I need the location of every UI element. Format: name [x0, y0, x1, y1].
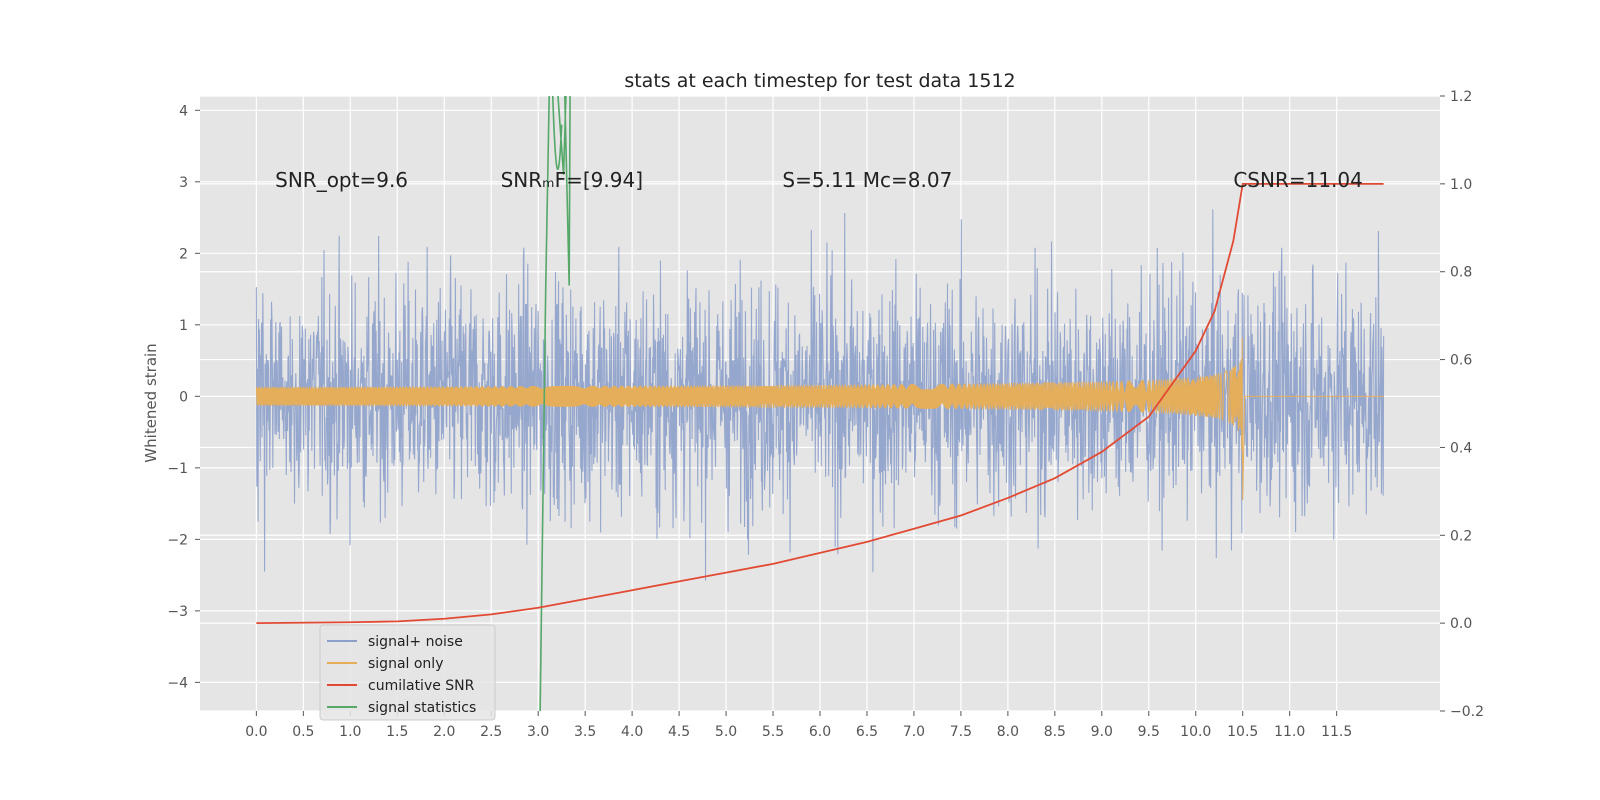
- x-tick-label: 0.5: [292, 724, 314, 740]
- annotation-label: CSNR=11.04: [1233, 168, 1363, 192]
- y-tick-label: 0: [179, 389, 188, 405]
- legend-label: signal statistics: [368, 700, 476, 716]
- x-tick-label: 7.0: [903, 724, 925, 740]
- y2-tick-label: 0.2: [1450, 528, 1472, 544]
- y2-tick-label: 0.6: [1450, 353, 1472, 369]
- x-tick-label: 1.5: [386, 724, 408, 740]
- y2-tick-label: 1.2: [1450, 89, 1472, 105]
- y2-tick-label: 0.8: [1450, 265, 1472, 281]
- legend-label: cumilative SNR: [368, 678, 475, 694]
- series-cumulative-snr: [256, 182, 1384, 625]
- x-tick-label: 1.0: [339, 724, 361, 740]
- x-tick-label: 11.5: [1321, 724, 1352, 740]
- x-tick-label: 6.5: [856, 724, 878, 740]
- legend: signal+ noise signal only cumilative SNR si…: [319, 624, 496, 721]
- y-tick-label: −4: [167, 675, 188, 691]
- x-tick-label: 7.5: [950, 724, 972, 740]
- legend-label: signal+ noise: [368, 634, 463, 650]
- y2-tick-label: 0.4: [1450, 440, 1472, 456]
- annotations: SNR_opt=9.6 SNRₘF=[9.94] S=5.11 Mc=8.07 CSN…: [275, 168, 1363, 192]
- annotation-label: SNR_opt=9.6: [275, 168, 408, 192]
- y-tick-label: 4: [179, 103, 188, 119]
- annotation-label: S=5.11 Mc=8.07: [782, 168, 952, 192]
- chart-title: stats at each timestep for test data 151…: [624, 70, 1015, 92]
- y-axis-label: Whitened strain: [142, 343, 160, 462]
- x-tick-label: 3.0: [527, 724, 549, 740]
- x-tick-label: 2.5: [480, 724, 502, 740]
- y2-tick-label: 0.0: [1450, 616, 1472, 632]
- y-tick-label: −3: [167, 604, 188, 620]
- series-signal-statistics: [539, 96, 571, 711]
- legend-box: [319, 624, 496, 721]
- y2-tick-label: 1.0: [1450, 177, 1472, 193]
- legend-label: signal only: [368, 656, 443, 672]
- x-tick-label: 4.0: [621, 724, 643, 740]
- x-tick-label: 0.0: [245, 724, 267, 740]
- x-tick-label: 8.5: [1044, 724, 1066, 740]
- x-tick-label: 11.0: [1274, 724, 1305, 740]
- series-layer: [255, 96, 1385, 711]
- y-tick-label: 1: [179, 318, 188, 334]
- x-tick-label: 4.5: [668, 724, 690, 740]
- x-tick-label: 10.5: [1227, 724, 1258, 740]
- x-tick-label: 8.0: [997, 724, 1019, 740]
- x-tick-label: 6.0: [809, 724, 831, 740]
- y-tick-label: 2: [179, 246, 188, 262]
- x-tick-label: 5.5: [762, 724, 784, 740]
- x-tick-label: 9.5: [1138, 724, 1160, 740]
- x-tick-label: 3.5: [574, 724, 596, 740]
- annotation-label: SNRₘF=[9.94]: [501, 168, 643, 192]
- y2-tick-label: −0.2: [1450, 704, 1484, 720]
- x-tick-label: 5.0: [715, 724, 737, 740]
- series-signal-noise: [255, 209, 1385, 581]
- ticks: 0.0 0.5 1.0 1.5 2.0 2.5 3.0 3.5 4.0 4.5 5.0 5.5 6.0 6…: [167, 89, 1484, 740]
- series-signal-only: [255, 337, 1384, 501]
- x-tick-label: 2.0: [433, 724, 455, 740]
- y-tick-label: −1: [167, 461, 188, 477]
- x-tick-label: 9.0: [1091, 724, 1113, 740]
- y-tick-label: −2: [167, 532, 188, 548]
- x-tick-label: 10.0: [1180, 724, 1211, 740]
- y-tick-label: 3: [179, 175, 188, 191]
